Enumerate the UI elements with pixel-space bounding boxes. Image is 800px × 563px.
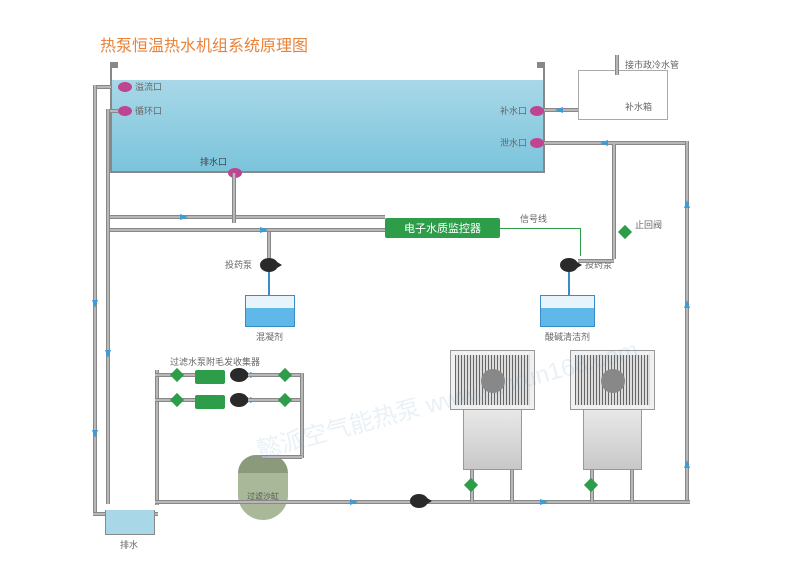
port-circulate: [118, 106, 132, 116]
arrow-return-v2: [684, 200, 690, 208]
pipe-dose2-v: [612, 144, 616, 259]
heat-pump-1: [450, 350, 535, 470]
hair-collector-2: [195, 395, 225, 409]
arrow-hp-out: [684, 460, 690, 468]
pipe-dose1-v: [267, 232, 271, 258]
pipe-pool-drain: [232, 173, 236, 223]
label-chem2: 酸碱清洁剂: [545, 330, 590, 343]
pipe-cold-in: [615, 55, 619, 75]
pipe-pump-merge: [300, 373, 304, 458]
water-quality-monitor: 电子水质监控器: [385, 218, 500, 238]
diagram-title: 热泵恒温热水机组系统原理图: [100, 32, 308, 56]
valve-pump2-out: [278, 393, 292, 407]
label-drain: 排水口: [200, 155, 227, 168]
label-circulate: 循环口: [135, 104, 162, 117]
heat-pump-2: [570, 350, 655, 470]
port-makeup: [530, 106, 544, 116]
valve-hc1: [170, 368, 184, 382]
pipe-pump1-out: [248, 373, 303, 377]
pipe-sf-in: [262, 455, 302, 459]
pipe-dose2-h: [578, 259, 614, 263]
arrow-bottom1: [350, 499, 358, 505]
port-overflow: [118, 82, 132, 92]
arrow-left1: [92, 300, 98, 308]
filter-pump-1: [230, 368, 248, 382]
pipe-pump2-out: [248, 398, 303, 402]
sand-filter: 过滤沙缸: [238, 455, 288, 520]
valve-hc2: [170, 393, 184, 407]
arrow-makeup: [555, 107, 563, 113]
pool-water: [112, 80, 543, 171]
label-makeup-tank: 补水箱: [625, 100, 652, 113]
chem-tank-1: [245, 295, 295, 327]
makeup-tank: [578, 70, 668, 120]
label-makeup: 补水口: [500, 104, 527, 117]
pipe-sample2: [110, 228, 385, 232]
label-back: 泄水口: [500, 136, 527, 149]
dosing-pump-2: [560, 258, 578, 272]
valve-pump1-out: [278, 368, 292, 382]
arrow-return-h: [600, 140, 608, 146]
chem-tank-2: [540, 295, 595, 327]
pipe-sample1: [110, 215, 385, 219]
arrow-bottom2: [540, 499, 548, 505]
pipe-return-top: [544, 141, 688, 145]
valve-hp1-in: [464, 478, 478, 492]
label-check-valve: 止回阀: [635, 218, 662, 231]
label-dosing1: 投药泵: [225, 258, 252, 271]
signal-line-right: [500, 228, 580, 229]
label-overflow: 溢流口: [135, 80, 162, 93]
arrow-return-v1: [684, 300, 690, 308]
label-signal: 信号线: [520, 212, 547, 225]
label-drain-tank: 排水: [120, 538, 138, 551]
signal-line-down: [580, 228, 581, 256]
filter-pump-2: [230, 393, 248, 407]
label-cold-supply: 接市政冷水管: [625, 58, 679, 71]
pipe-hc-feed-v: [155, 370, 159, 505]
label-hair-collector: 过滤水泵附毛发收集器: [170, 355, 260, 368]
check-valve-icon: [618, 225, 632, 239]
hair-collector-1: [195, 370, 225, 384]
pipe-return-v: [685, 141, 689, 501]
pipe-hp1-out: [510, 470, 514, 502]
valve-hp2-in: [584, 478, 598, 492]
arrow-sample1: [180, 214, 188, 220]
dosing-pump-1: [260, 258, 278, 272]
arrow-left2: [105, 350, 111, 358]
circ-pump-hp: [410, 494, 428, 508]
arrow-left3: [92, 430, 98, 438]
port-back: [530, 138, 544, 148]
drain-tank: [105, 510, 155, 535]
pool-outline: [110, 68, 545, 173]
pipe-circ-v: [106, 109, 110, 504]
pipe-hp2-out: [630, 470, 634, 502]
label-chem1: 混凝剂: [256, 330, 283, 343]
